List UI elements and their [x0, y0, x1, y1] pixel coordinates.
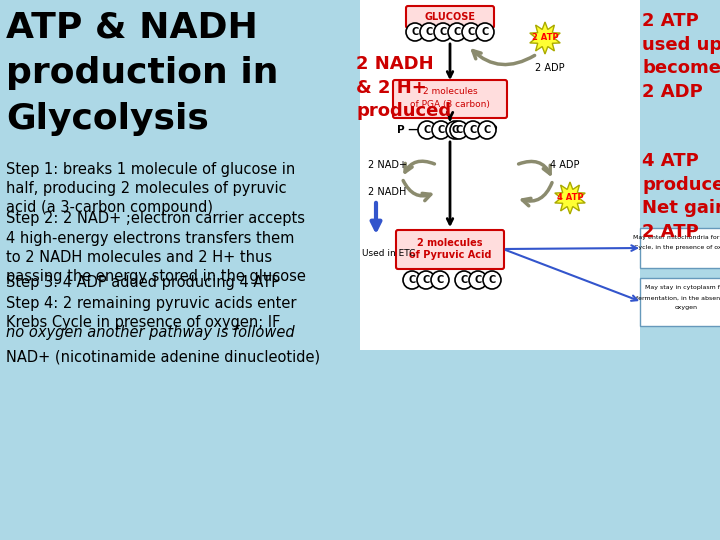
Text: C: C	[426, 27, 433, 37]
Circle shape	[431, 271, 449, 289]
Text: C: C	[467, 27, 474, 37]
FancyArrowPatch shape	[405, 161, 434, 172]
Text: 2 NADH: 2 NADH	[368, 187, 406, 197]
Circle shape	[450, 121, 468, 139]
Polygon shape	[530, 22, 560, 54]
Text: C: C	[423, 275, 430, 285]
Text: C: C	[455, 125, 463, 135]
Text: 2 molecules: 2 molecules	[423, 87, 477, 97]
Circle shape	[417, 271, 435, 289]
Circle shape	[432, 121, 450, 139]
Circle shape	[420, 23, 438, 41]
Text: Step 4: 2 remaining pyruvic acids enter
Krebs Cycle in presence of oxygen; IF: Step 4: 2 remaining pyruvic acids enter …	[6, 296, 297, 330]
FancyArrowPatch shape	[518, 161, 550, 174]
Text: C: C	[460, 275, 467, 285]
Circle shape	[446, 121, 464, 139]
Circle shape	[434, 23, 452, 41]
Circle shape	[462, 23, 480, 41]
FancyBboxPatch shape	[396, 230, 504, 269]
Text: 4 ATP
produced
Net gain =
2 ATP: 4 ATP produced Net gain = 2 ATP	[642, 152, 720, 241]
Circle shape	[403, 271, 421, 289]
Text: May stay in cytoplasm for: May stay in cytoplasm for	[645, 286, 720, 291]
Text: C: C	[436, 275, 444, 285]
FancyArrowPatch shape	[523, 183, 552, 206]
Text: C: C	[408, 275, 415, 285]
Text: C: C	[483, 125, 490, 135]
Text: Cycle, in the presence of oxygen: Cycle, in the presence of oxygen	[634, 246, 720, 251]
Text: 2 ATP
used up
become
2 ADP: 2 ATP used up become 2 ADP	[642, 12, 720, 101]
Text: C: C	[469, 125, 477, 135]
Text: fermentation, in the absence of: fermentation, in the absence of	[636, 295, 720, 300]
Text: Step 1: breaks 1 molecule of glucose in
half, producing 2 molecules of pyruvic
a: Step 1: breaks 1 molecule of glucose in …	[6, 162, 295, 215]
Polygon shape	[555, 182, 585, 214]
Circle shape	[406, 23, 424, 41]
FancyBboxPatch shape	[640, 278, 720, 326]
Circle shape	[476, 23, 494, 41]
Text: C: C	[423, 125, 431, 135]
Text: C: C	[488, 275, 495, 285]
FancyArrowPatch shape	[403, 180, 431, 201]
FancyBboxPatch shape	[406, 6, 494, 28]
Text: Step 2: 2 NAD+ ;electron carrier accepts
4 high-energy electrons transfers them
: Step 2: 2 NAD+ ;electron carrier accepts…	[6, 212, 306, 284]
Text: Step 3: 4 ADP added producing 4 ATP: Step 3: 4 ADP added producing 4 ATP	[6, 275, 280, 291]
Text: P —: P —	[397, 125, 419, 135]
Circle shape	[418, 121, 436, 139]
Circle shape	[469, 271, 487, 289]
Text: C: C	[474, 275, 482, 285]
Text: May enter mitochondria for Krebs: May enter mitochondria for Krebs	[633, 235, 720, 240]
Text: NAD+ (nicotinamide adenine dinucleotide): NAD+ (nicotinamide adenine dinucleotide)	[6, 349, 320, 364]
Text: 2 NADH
& 2 H+
produced: 2 NADH & 2 H+ produced	[356, 55, 451, 120]
Text: 4 ADP: 4 ADP	[550, 160, 580, 170]
Text: — P: — P	[476, 125, 498, 135]
FancyBboxPatch shape	[640, 228, 720, 268]
Text: ATP & NADH: ATP & NADH	[6, 10, 258, 44]
Text: C: C	[451, 125, 459, 135]
Circle shape	[448, 23, 466, 41]
Text: C: C	[454, 27, 461, 37]
Text: Glycolysis: Glycolysis	[6, 102, 209, 136]
Circle shape	[478, 121, 496, 139]
Circle shape	[483, 271, 501, 289]
Text: Used in ETC: Used in ETC	[362, 249, 415, 259]
Text: of Pyruvic Acid: of Pyruvic Acid	[409, 250, 491, 260]
Text: C: C	[482, 27, 489, 37]
Text: C: C	[437, 125, 445, 135]
FancyArrowPatch shape	[473, 51, 535, 65]
Text: GLUCOSE: GLUCOSE	[425, 12, 475, 22]
Text: production in: production in	[6, 56, 279, 90]
Text: of PGA (3 carbon): of PGA (3 carbon)	[410, 99, 490, 109]
Text: C: C	[439, 27, 446, 37]
Circle shape	[464, 121, 482, 139]
Text: oxygen: oxygen	[675, 306, 698, 310]
Text: 2 molecules: 2 molecules	[418, 238, 482, 248]
FancyBboxPatch shape	[393, 80, 507, 118]
Text: C: C	[411, 27, 418, 37]
Text: 2 ATP: 2 ATP	[531, 33, 558, 43]
Text: 2 ADP: 2 ADP	[535, 63, 564, 73]
FancyBboxPatch shape	[360, 0, 640, 350]
Circle shape	[455, 271, 473, 289]
Text: 2 NAD+: 2 NAD+	[368, 160, 407, 170]
Text: 4 ATP: 4 ATP	[557, 193, 583, 202]
Text: no oxygen another pathway is followed: no oxygen another pathway is followed	[6, 325, 294, 340]
